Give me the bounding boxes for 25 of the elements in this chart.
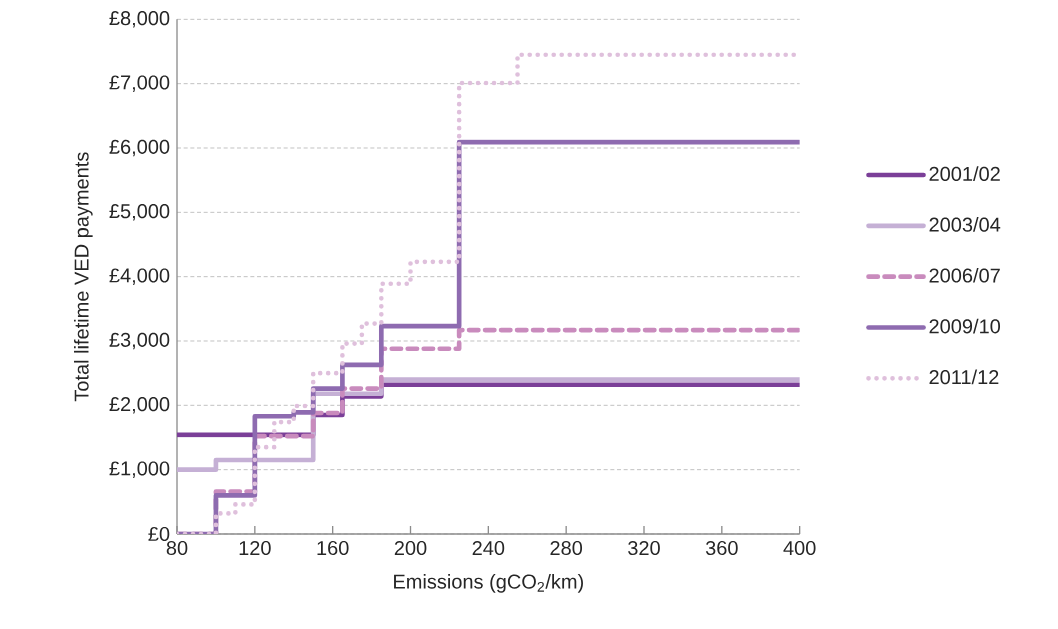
y-tick-label: £0 xyxy=(148,526,170,542)
y-tick-label: £2,000 xyxy=(109,397,170,414)
x-tick-label: 80 xyxy=(166,540,188,556)
y-axis-title: Total lifetime VED payments xyxy=(74,152,93,402)
x-axis-title: Emissions (gCO$_{2}$/km) xyxy=(394,574,583,593)
y-tick-label: £6,000 xyxy=(109,139,170,157)
legend-label: 2009/10 xyxy=(929,318,1001,334)
legend-label: 2001/02 xyxy=(929,166,1000,181)
y-tick-label: £1,000 xyxy=(109,461,170,478)
y-tick-label: £8,000 xyxy=(109,11,170,28)
x-tick-label: 120 xyxy=(239,540,271,556)
y-tick-label: £4,000 xyxy=(109,268,170,285)
x-tick-label: 200 xyxy=(394,540,427,556)
legend-label: 2003/04 xyxy=(929,217,1001,232)
x-tick-label: 360 xyxy=(705,540,738,556)
legend-label: 2011/12 xyxy=(929,369,999,385)
x-tick-label: 160 xyxy=(317,540,349,556)
y-tick-label: £3,000 xyxy=(109,332,170,350)
y-tick-label: £7,000 xyxy=(109,75,170,92)
x-tick-label: 400 xyxy=(783,540,816,556)
x-tick-label: 320 xyxy=(628,540,660,556)
x-tick-label: 240 xyxy=(472,540,505,556)
y-tick-label: £5,000 xyxy=(109,204,170,221)
x-tick-label: 280 xyxy=(550,540,583,556)
legend-label: 2006/07 xyxy=(929,267,1000,283)
